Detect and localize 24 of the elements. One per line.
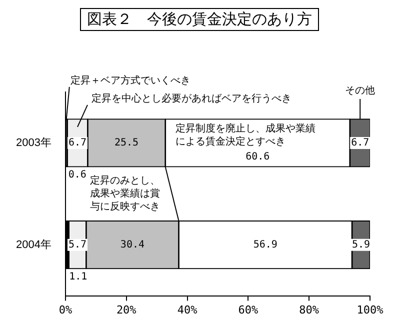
data-label: 60.6 — [246, 152, 270, 163]
y-tick-label: 2003年 — [16, 136, 52, 149]
x-tick-label: 100% — [356, 303, 384, 316]
y-tick-label: 2004年 — [16, 238, 52, 251]
x-tick-label: 20% — [116, 303, 137, 316]
data-label: 30.4 — [120, 239, 145, 250]
x-tick-label: 40% — [177, 303, 198, 316]
data-label: 5.7 — [68, 239, 87, 250]
x-tick-label: 80% — [299, 303, 320, 316]
series-label: 定昇制度を廃止し、成果や業績による賃金決定とすべき — [175, 122, 316, 148]
data-label: 56.9 — [253, 239, 278, 250]
text: その他 — [345, 84, 376, 97]
series-label: 定昇を中心とし必要があればベアを行うべき — [92, 92, 292, 105]
x-tick-label: 0% — [58, 303, 72, 316]
data-label: 25.5 — [114, 138, 139, 149]
text: 定昇＋ベア方式でいくべき — [70, 74, 190, 87]
data-label: 1.1 — [69, 271, 88, 282]
data-label: 6.7 — [68, 138, 87, 149]
data-label: 5.9 — [352, 239, 370, 250]
chart-title: 図表２ 今後の賃金決定のあり方 — [80, 8, 319, 31]
series-label: 定昇のみとし、成果や業績は賞与に反映すべき — [90, 174, 160, 213]
data-label: 6.7 — [351, 138, 370, 149]
data-label: 0.6 — [68, 170, 86, 181]
x-tick-label: 60% — [238, 303, 258, 316]
